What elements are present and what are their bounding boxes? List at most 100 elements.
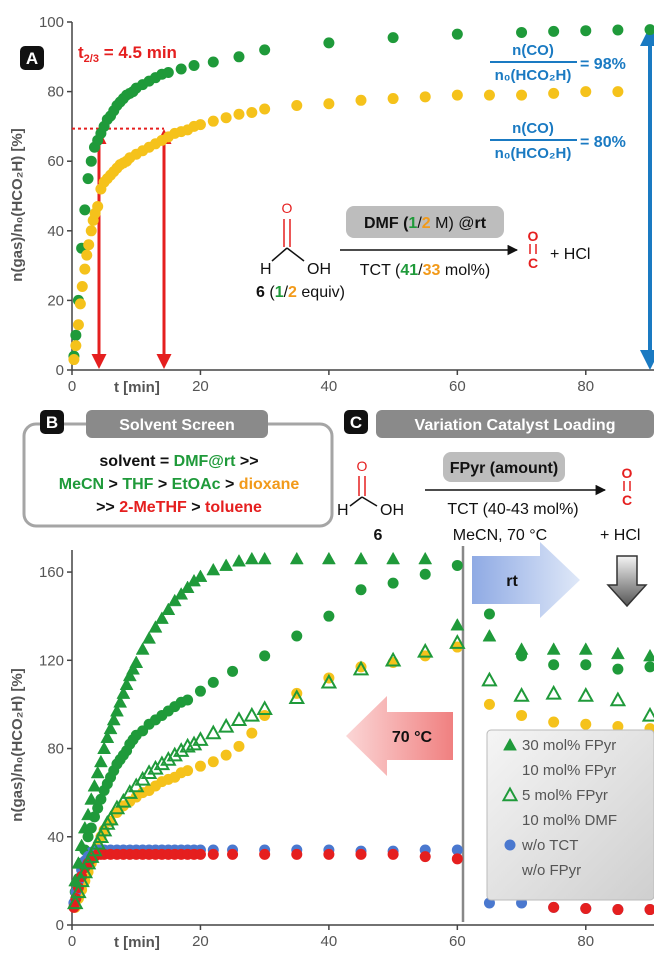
data-point-a1: [85, 225, 97, 237]
x-tick-label: 80: [577, 378, 594, 395]
legend-label: w/o TCT: [521, 837, 578, 854]
data-point-triangle: [77, 820, 92, 834]
data-point-triangle: [154, 611, 169, 624]
x-axis-label: t [min]: [114, 934, 160, 951]
data-point-a0: [233, 51, 245, 63]
data-point-a1: [68, 354, 80, 366]
data-point-circle: [182, 765, 194, 777]
y-axis-label-c: n(gas)/n₀(HCO₂H) [%]: [9, 668, 26, 821]
data-point-a0: [644, 24, 654, 36]
data-point-triangle-open: [243, 706, 261, 722]
data-point-triangle-open: [140, 764, 158, 779]
data-point-a1: [291, 100, 303, 112]
data-point-triangle: [354, 551, 368, 565]
data-point-a0: [387, 32, 399, 44]
data-point-triangle: [257, 551, 272, 565]
data-point-circle: [355, 584, 367, 596]
svg-text:O: O: [357, 458, 368, 474]
data-point-triangle-open: [288, 689, 305, 704]
axes-c: 0 40 80 120 160 0 20 40 60 80 t [min]: [39, 550, 654, 951]
x-tick-label: 40: [321, 378, 338, 395]
data-point-triangle-open: [179, 737, 196, 753]
data-point-triangle: [450, 617, 465, 631]
data-point-circle: [233, 740, 245, 752]
data-point-triangle: [100, 730, 115, 743]
x-tick-label: 0: [68, 378, 76, 395]
legend-label: 5 mol% FPyr: [522, 787, 608, 804]
data-point-a1: [387, 93, 399, 105]
data-point-triangle-open: [609, 691, 627, 707]
x-tick-label: 0: [68, 933, 76, 950]
data-point-circle: [483, 608, 495, 620]
data-point-circle: [387, 848, 399, 860]
data-point-triangle-open: [115, 792, 132, 808]
data-point-a1: [207, 115, 219, 127]
data-point-triangle: [174, 587, 189, 600]
data-point-circle: [194, 848, 206, 860]
svg-text:n(CO): n(CO): [512, 42, 554, 59]
data-point-triangle-open: [153, 755, 171, 771]
data-point-circle: [95, 793, 107, 805]
data-point-triangle: [84, 792, 99, 805]
data-point-triangle: [193, 569, 208, 582]
series-c: [67, 551, 654, 916]
data-point-triangle: [129, 655, 144, 668]
data-point-triangle: [113, 695, 128, 708]
svg-text:OH: OH: [380, 502, 404, 519]
data-point-triangle-open: [481, 671, 498, 687]
svg-text:n₀(HCO₂H): n₀(HCO₂H): [495, 145, 572, 162]
data-point-circle: [451, 844, 463, 856]
data-point-a1: [483, 89, 495, 101]
data-point-triangle: [206, 562, 221, 576]
data-point-triangle: [71, 856, 86, 869]
series-a: [68, 24, 654, 366]
data-point-triangle-open: [205, 724, 222, 740]
legend-label: 10 mol% FPyr: [522, 762, 616, 779]
data-point-circle: [548, 901, 560, 913]
data-point-triangle-open: [577, 687, 594, 702]
x-tick-label: 20: [192, 933, 209, 950]
data-point-circle: [323, 610, 335, 622]
data-point-triangle-open: [70, 883, 87, 899]
data-point-circle: [259, 650, 271, 662]
data-point-triangle-open: [256, 700, 273, 716]
data-point-circle: [259, 848, 271, 860]
data-point-triangle: [643, 648, 654, 662]
svg-text:H: H: [260, 261, 272, 278]
data-point-triangle: [219, 558, 234, 571]
data-point-a1: [355, 94, 367, 106]
data-point-circle: [291, 630, 303, 642]
data-point-triangle: [103, 721, 118, 735]
y-axis-label-a: n(gas)/n₀(HCO₂H) [%]: [9, 128, 26, 281]
data-point-triangle: [167, 593, 182, 607]
panel-c-letter: C: [350, 413, 362, 432]
data-point-circle: [207, 848, 219, 860]
fpyr-reagent-text: FPyr (amount): [450, 460, 558, 477]
svg-text:+ HCl: + HCl: [550, 246, 590, 263]
data-point-triangle: [135, 642, 150, 655]
data-point-circle: [227, 665, 239, 677]
data-point-circle: [207, 676, 219, 688]
svg-text:C: C: [622, 492, 632, 508]
data-point-a1: [81, 249, 93, 261]
data-point-a1: [259, 103, 271, 115]
data-point-triangle-open: [449, 634, 466, 649]
x-tick-label: 60: [449, 933, 466, 950]
panel-b-title: Solvent Screen: [119, 417, 235, 434]
legend-label: w/o FPyr: [521, 862, 581, 879]
svg-text:O: O: [528, 228, 539, 244]
data-point-a1: [612, 86, 624, 98]
legend-marker: [503, 737, 517, 751]
data-point-a1: [233, 108, 245, 120]
data-point-triangle: [610, 646, 625, 660]
data-point-circle: [612, 720, 624, 732]
data-point-triangle-open: [641, 706, 654, 722]
data-point-triangle-open: [67, 894, 84, 910]
data-point-triangle: [244, 551, 259, 565]
svg-text:O: O: [282, 200, 293, 216]
data-point-triangle: [90, 765, 105, 779]
data-point-triangle: [126, 662, 140, 675]
data-point-circle: [227, 848, 239, 860]
y-tick-label: 100: [39, 14, 64, 31]
data-point-circle: [516, 709, 528, 721]
